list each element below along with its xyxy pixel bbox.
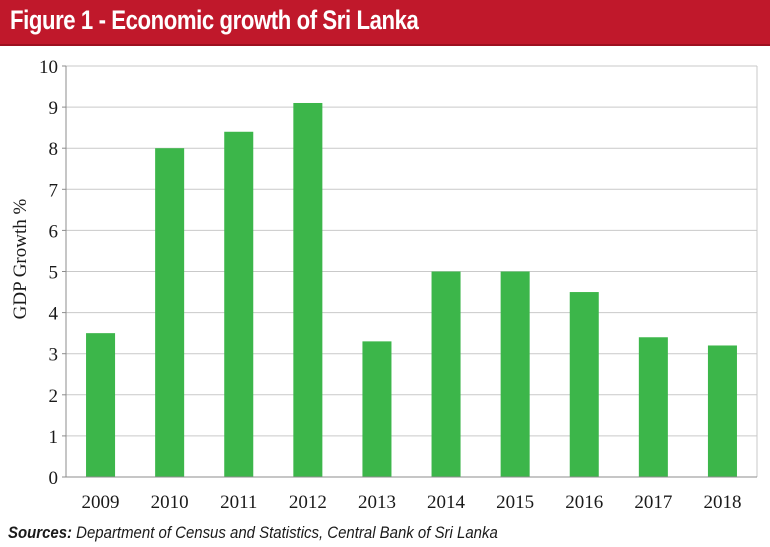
sources-label: Sources: bbox=[8, 523, 73, 542]
bar bbox=[500, 271, 530, 477]
y-tick-label: 10 bbox=[39, 57, 58, 78]
x-tick-label: 2018 bbox=[703, 492, 741, 513]
x-tick-label: 2009 bbox=[82, 492, 120, 513]
bar bbox=[224, 131, 254, 477]
x-tick-label: 2016 bbox=[565, 492, 603, 513]
y-tick-label: 1 bbox=[49, 427, 59, 448]
bar bbox=[362, 341, 392, 477]
bar bbox=[293, 102, 323, 478]
x-tick-label: 2015 bbox=[496, 492, 534, 513]
y-tick-label: 4 bbox=[49, 304, 59, 325]
y-tick-label: 0 bbox=[49, 468, 59, 489]
x-tick-label: 2013 bbox=[358, 492, 396, 513]
y-tick-label: 5 bbox=[49, 263, 59, 284]
chart-title: Figure 1 - Economic growth of Sri Lanka bbox=[10, 5, 419, 35]
sources-text: Department of Census and Statistics, Cen… bbox=[76, 523, 498, 542]
bar bbox=[638, 337, 668, 477]
bars bbox=[86, 102, 737, 478]
x-tick-label: 2017 bbox=[634, 492, 672, 513]
title-banner: Figure 1 - Economic growth of Sri Lanka bbox=[0, 0, 770, 46]
bar bbox=[431, 271, 461, 477]
y-tick-label: 2 bbox=[49, 386, 59, 407]
axes bbox=[62, 65, 757, 478]
x-tick-label: 2014 bbox=[427, 492, 466, 513]
x-tick-label: 2011 bbox=[220, 492, 257, 513]
y-tick-labels: 0 1 2 3 4 5 6 7 8 9 10 bbox=[39, 57, 59, 489]
bar bbox=[707, 345, 737, 477]
bar bbox=[155, 148, 185, 477]
y-tick-label: 7 bbox=[49, 180, 59, 201]
y-tick-label: 8 bbox=[49, 139, 59, 160]
x-tick-labels: 2009 2010 2011 2012 2013 2014 2015 2016 2017 2018 bbox=[82, 492, 742, 513]
bar bbox=[86, 333, 116, 477]
sources-note: Sources: Department of Census and Statis… bbox=[8, 523, 498, 547]
x-tick-label: 2012 bbox=[289, 492, 327, 513]
y-tick-label: 3 bbox=[49, 345, 59, 366]
y-tick-label: 9 bbox=[49, 98, 59, 119]
bar-chart: 0 1 2 3 4 5 6 7 8 9 10 2009 2010 2011 2012 2013 2014 201… bbox=[10, 57, 758, 513]
y-tick-label: 6 bbox=[49, 221, 59, 242]
bar bbox=[569, 292, 599, 477]
x-tick-label: 2010 bbox=[151, 492, 189, 513]
y-axis-label: GDP Growth % bbox=[10, 198, 31, 319]
chart-area: 0 1 2 3 4 5 6 7 8 9 10 2009 2010 2011 2012 2013 2014 201… bbox=[0, 46, 770, 521]
